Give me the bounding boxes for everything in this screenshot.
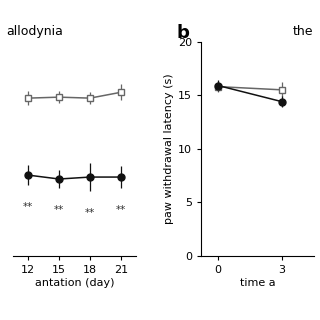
Text: **: **	[23, 202, 33, 212]
Text: the: the	[293, 25, 314, 38]
Text: **: **	[116, 205, 126, 215]
Text: allodynia: allodynia	[7, 25, 63, 38]
X-axis label: antation (day): antation (day)	[35, 278, 114, 288]
Y-axis label: paw withdrawal latency (s): paw withdrawal latency (s)	[164, 74, 174, 224]
Text: **: **	[54, 205, 64, 215]
Text: b: b	[177, 24, 189, 43]
X-axis label: time a: time a	[240, 278, 275, 288]
Text: **: **	[85, 208, 95, 218]
